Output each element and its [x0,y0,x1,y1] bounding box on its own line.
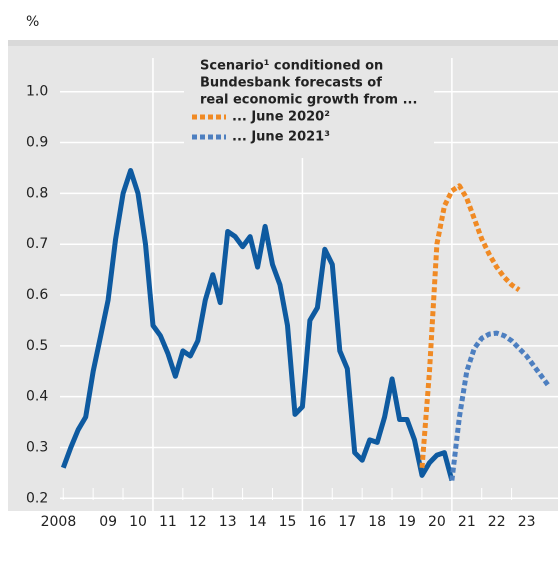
scenario-line [419,183,521,468]
legend-title: real economic growth from ... [200,93,417,108]
y-tick-label: 0.2 [26,490,48,506]
x-tick-label: 12 [189,514,207,530]
legend-label: ... June 2021³ [232,130,330,145]
x-tick-label: 23 [518,514,536,530]
x-tick-label: 13 [219,514,237,530]
x-tick-label: 14 [249,514,267,530]
header [0,0,558,40]
x-tick-label: 21 [458,514,476,530]
y-tick-label: 0.8 [26,185,48,201]
header-rule [8,40,558,46]
y-tick-label: 1.0 [26,84,48,100]
unit-label: % [26,14,39,30]
x-tick-label: 17 [338,514,356,530]
y-tick-label: 0.6 [26,287,48,303]
y-tick-label: 0.9 [26,135,48,151]
y-tick-label: 0.3 [26,439,48,455]
x-tick-label: 09 [99,514,117,530]
x-tick-label: 18 [368,514,386,530]
x-tick-label: 22 [488,514,506,530]
x-tick-label: 19 [398,514,416,530]
x-tick-label: 20 [428,514,446,530]
x-tick-label: 2008 [41,514,77,530]
scenario-line [449,330,552,481]
x-tick-label: 15 [279,514,297,530]
data-line [60,168,455,482]
legend-title: Bundesbank forecasts of [200,76,382,91]
legend-background [184,54,434,158]
x-tick-label: 11 [159,514,177,530]
x-tick-label: 10 [129,514,147,530]
legend-label: ... June 2020² [232,110,330,125]
y-tick-label: 0.5 [26,338,48,354]
legend-title: Scenario¹ conditioned on [200,59,383,74]
y-tick-label: 0.4 [26,389,48,405]
y-tick-label: 0.7 [26,236,48,252]
x-tick-label: 16 [308,514,326,530]
